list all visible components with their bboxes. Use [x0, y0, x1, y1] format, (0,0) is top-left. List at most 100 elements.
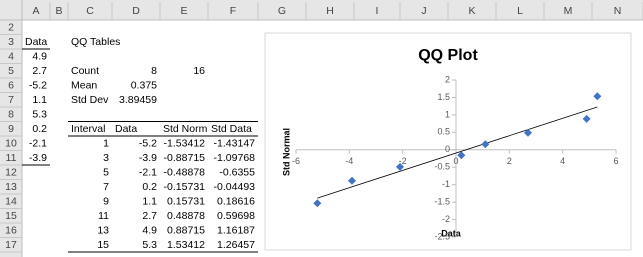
- cell: 15: [97, 239, 109, 251]
- cell: Std Dev: [71, 94, 109, 106]
- cell: -5.2: [139, 137, 157, 149]
- cell: 9: [103, 195, 109, 207]
- row-header: 3: [8, 36, 14, 48]
- row-header: 16: [5, 224, 17, 236]
- y-tick-label: 0.5: [437, 127, 450, 137]
- row-header: 13: [5, 181, 17, 193]
- cell: -5.2: [29, 79, 47, 91]
- cell: 5: [103, 166, 109, 178]
- cell: 1.53412: [167, 239, 205, 251]
- y-tick-label: 0: [445, 144, 450, 154]
- x-tick-label: 4: [560, 156, 565, 166]
- cell: 0.2: [142, 181, 157, 193]
- cell: 13: [97, 224, 109, 236]
- cell: Data: [25, 36, 47, 48]
- y-tick-label: -2: [442, 214, 450, 224]
- x-tick-label: -4: [345, 156, 353, 166]
- x-tick-label: 6: [613, 156, 618, 166]
- cell: 5.3: [32, 108, 47, 120]
- cell: 0.15731: [167, 195, 205, 207]
- chart-title: QQ Plot: [418, 47, 478, 64]
- cell: -0.6355: [219, 166, 255, 178]
- cell: -2.1: [139, 166, 157, 178]
- trendline: [317, 106, 598, 199]
- cell: 2.7: [142, 210, 157, 222]
- cell: -3.9: [139, 152, 157, 164]
- row-header: 2: [8, 21, 14, 33]
- x-tick-label: -6: [292, 156, 300, 166]
- cell: Std Data: [211, 123, 252, 135]
- column-header: M: [564, 5, 573, 17]
- cell: 0.59698: [217, 210, 255, 222]
- cell: Interval: [71, 123, 105, 135]
- data-point: [313, 199, 322, 208]
- cell: -2.1: [29, 137, 47, 149]
- cell: 1.16187: [217, 224, 255, 236]
- cell: -1.43147: [214, 137, 256, 149]
- cell: 0.18616: [217, 195, 255, 207]
- cell: -3.9: [29, 152, 47, 164]
- y-tick-label: 1: [445, 109, 450, 119]
- row-header: 17: [5, 239, 17, 251]
- cell: -1.09768: [214, 152, 256, 164]
- column-header: C: [86, 5, 94, 17]
- cell: 0.88715: [167, 224, 205, 236]
- cell: -0.15731: [164, 181, 206, 193]
- y-tick-label: -1.5: [434, 196, 450, 206]
- x-axis-label: Data: [441, 228, 462, 238]
- row-header: 15: [5, 210, 17, 222]
- cell: -0.48878: [164, 166, 206, 178]
- column-header: A: [32, 5, 39, 17]
- row-header: 8: [8, 108, 14, 120]
- cell: 1: [103, 137, 109, 149]
- cell: 3.89459: [119, 94, 157, 106]
- chart-area[interactable]: [264, 32, 632, 251]
- column-header: K: [468, 5, 475, 17]
- cell: -1.53412: [164, 137, 206, 149]
- row-header: 7: [8, 94, 14, 106]
- column-header: J: [421, 5, 426, 17]
- x-tick-label: 2: [507, 156, 512, 166]
- y-tick-label: -1: [442, 179, 450, 189]
- cell: 3: [103, 152, 109, 164]
- cell: 1.1: [32, 94, 47, 106]
- column-header: I: [376, 5, 379, 17]
- row-header: 6: [8, 79, 14, 91]
- y-axis-label: Std Normal: [281, 128, 291, 176]
- cell: 16: [193, 65, 205, 77]
- cell: Mean: [71, 79, 97, 91]
- row-header: 12: [5, 166, 17, 178]
- row-header: 10: [5, 137, 17, 149]
- cell: -0.88715: [164, 152, 206, 164]
- cell: 8: [151, 65, 157, 77]
- data-point: [396, 162, 404, 171]
- cell: 1.1: [142, 195, 157, 207]
- column-header: F: [230, 5, 236, 17]
- cell: 7: [103, 181, 109, 193]
- row-header: 11: [6, 152, 17, 164]
- data-point: [481, 140, 490, 149]
- column-header: D: [132, 5, 140, 17]
- row-header: 5: [8, 65, 14, 77]
- column-header: N: [614, 5, 622, 17]
- cell: Count: [71, 65, 99, 77]
- y-tick-label: -0.5: [434, 162, 450, 172]
- column-header-bar: [0, 0, 643, 20]
- cell: -0.04493: [214, 181, 256, 193]
- data-point: [593, 92, 602, 101]
- cell: QQ Tables: [71, 36, 120, 48]
- row-header: 4: [8, 50, 14, 62]
- cell: 0.375: [131, 79, 157, 91]
- data-point: [348, 176, 356, 185]
- cell: 11: [98, 210, 109, 222]
- x-tick-label: 0: [453, 156, 458, 166]
- column-header: E: [180, 5, 187, 17]
- row-header: 9: [8, 123, 14, 135]
- y-tick-label: 2: [445, 74, 450, 84]
- column-header: B: [55, 5, 62, 17]
- x-tick-label: -2: [399, 156, 407, 166]
- y-tick-label: -2.5: [434, 231, 450, 241]
- cell: 0.2: [32, 123, 47, 135]
- column-header: G: [278, 5, 286, 17]
